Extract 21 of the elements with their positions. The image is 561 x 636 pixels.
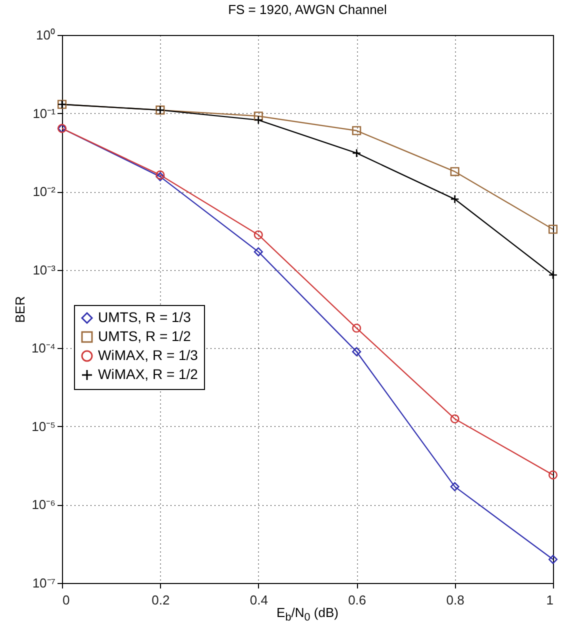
- x-tick-label: 0.8: [446, 592, 464, 608]
- y-tick-label: 10⁻⁷: [32, 576, 56, 590]
- y-tick-label: 10⁻¹: [32, 106, 56, 121]
- y-tick-label: 10⁰: [36, 28, 56, 42]
- y-axis-title: BER: [12, 296, 28, 323]
- x-tick-label: 0: [62, 592, 70, 608]
- legend-label: UMTS, R = 1/3: [98, 309, 192, 325]
- x-tick-label: 1: [546, 592, 554, 608]
- x-tick-label: 0.6: [348, 592, 366, 608]
- legend-label: UMTS, R = 1/2: [98, 328, 192, 344]
- y-tick-label: 10⁻⁴: [31, 340, 56, 356]
- x-tick-label: 0.4: [250, 592, 268, 608]
- y-tick-label: 10⁻³: [32, 262, 56, 278]
- legend-label: WiMAX, R = 1/2: [98, 366, 198, 382]
- x-axis-title: E$_{b}$/N$_{0}$ (dB): [276, 605, 338, 624]
- y-tick-label: 10⁻⁶: [32, 497, 56, 512]
- y-tick-label: 10⁻⁵: [32, 418, 56, 434]
- legend-label: WiMAX, R = 1/3: [98, 347, 198, 363]
- x-tick-label: 0.2: [152, 592, 170, 608]
- y-tick-label: 10⁻²: [32, 184, 56, 200]
- chart-title: FS = 1920, AWGN Channel: [228, 2, 388, 17]
